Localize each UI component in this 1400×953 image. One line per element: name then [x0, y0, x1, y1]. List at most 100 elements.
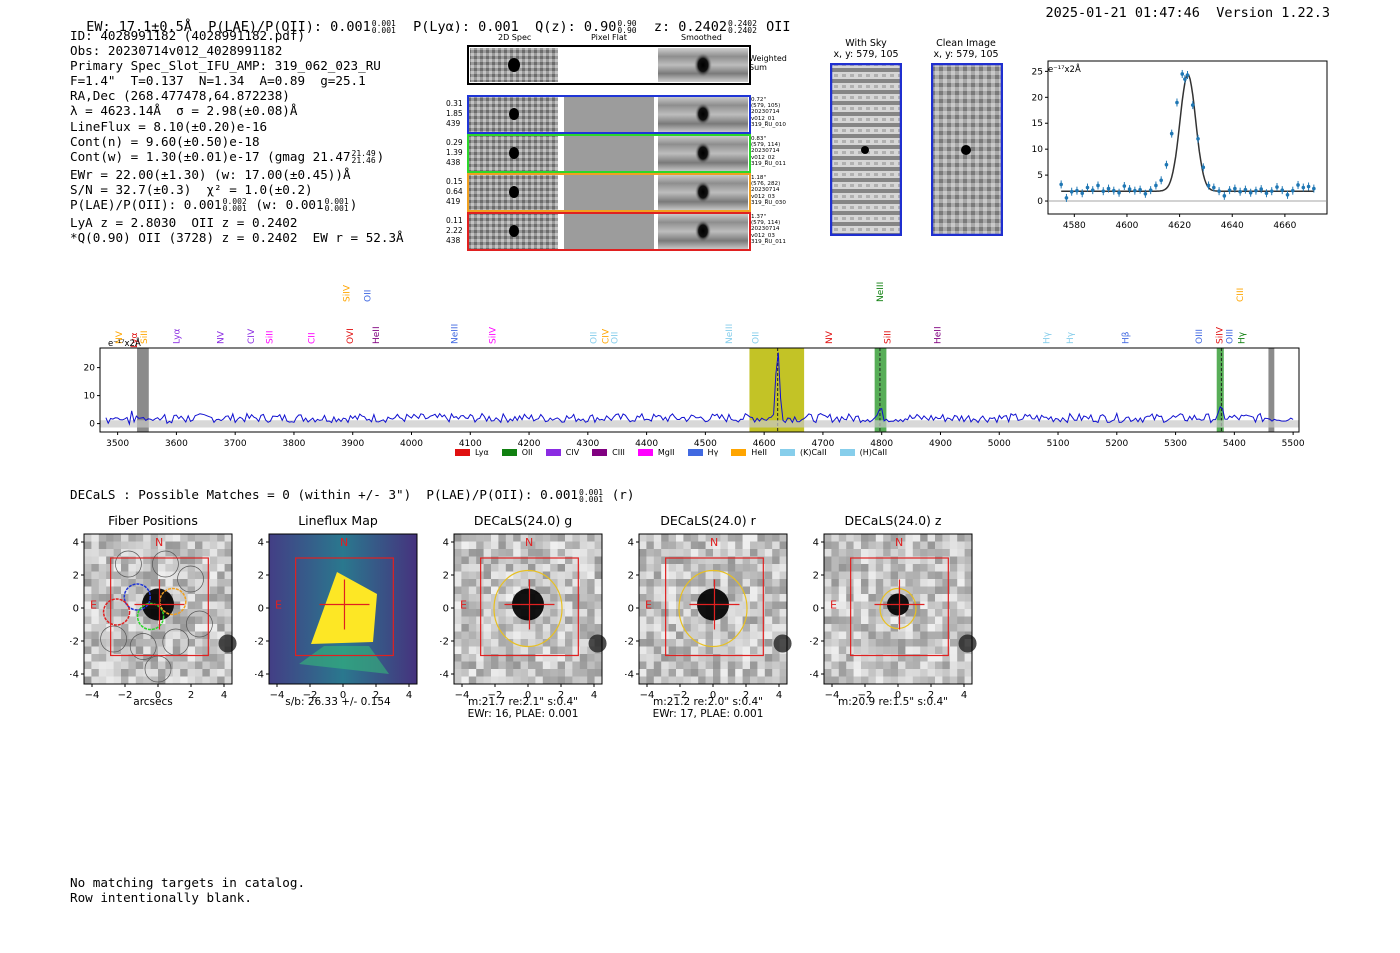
spectrum-line-label-17: NeIII [725, 324, 735, 344]
panel-0-xtick-4: 4 [221, 690, 227, 701]
panel-3-ytick-2: 0 [628, 604, 634, 615]
clean-image-source [961, 145, 971, 155]
spectrum-line-label-4: NV [217, 330, 227, 344]
header-summary: EW: 17.1±0.5Å P(LAE)/P(OII): 0.0010.001 0… [70, 3, 790, 35]
row-1-meta: 0.83" (579, 114) 20230714 v012_02 319_RU_011 [751, 136, 786, 167]
zoom-chart-frame [1047, 60, 1328, 215]
header-qz-frac: 0.90 0.90 [617, 20, 636, 35]
spectrum-band-3 [137, 348, 149, 432]
zoom-ytick-3: 15 [1032, 119, 1043, 129]
legend-swatch-6 [731, 449, 747, 456]
info-q: *Q(0.90) OII (3728) z = 0.2402 EW r = 52… [70, 230, 404, 246]
spectrum-band-4 [1268, 348, 1275, 432]
spectrum-xtick-6: 4100 [459, 439, 482, 449]
panel-2-xtick-1: −2 [488, 690, 503, 701]
row-0-stat-1: 1.85 [446, 109, 463, 118]
row-2-stat-0: 0.15 [446, 177, 463, 186]
panel-0-foot-0: arcsecs [133, 696, 173, 708]
row-0-meta-2: 20230714 [751, 109, 780, 116]
zoom-chart: 0 5 10 15 20 25 4580 4600 4620 4640 4660 e⁻¹⁷x2Å [1032, 60, 1328, 231]
zoom-point-27 [1196, 136, 1200, 141]
row-0-meta-4: 319_RU_010 [751, 121, 786, 128]
legend-item-6: HeII [731, 448, 767, 457]
panel-3-aperture [678, 569, 748, 648]
zoom-point-31 [1217, 189, 1221, 193]
cutout-grid [467, 45, 751, 251]
row-1-meta-0: 0.83" [751, 136, 767, 142]
panel-3-title: DECaLS(24.0) r [660, 513, 756, 528]
footer-line-1: No matching targets in catalog. [70, 875, 306, 890]
spectrum-frame [99, 347, 1300, 433]
row-1-stats: 0.29 1.39 438 [446, 138, 463, 168]
zoom-point-12 [1122, 184, 1127, 188]
zoom-point-41 [1269, 189, 1274, 193]
panel-2-ytick-4: −4 [440, 670, 449, 681]
zoom-point-45 [1290, 188, 1295, 193]
panel-2-foot-0: m:21.7 re:2.1" s:0.4" [468, 696, 578, 708]
spectrum-ytick-2: 20 [84, 364, 96, 374]
spectrum-ytick-0: 0 [89, 420, 95, 430]
spectrum-line [105, 352, 1294, 427]
spectrum-line-label-1: SiII [140, 330, 150, 344]
row-2-smoothed-source [695, 181, 711, 203]
row-2-stat-2: 419 [446, 197, 461, 206]
panel-4-ytick-0: 4 [813, 538, 819, 549]
legend-label-5: Hγ [707, 448, 719, 457]
footer-notes: No matching targets in catalog. Row inte… [70, 875, 306, 905]
zoom-point-7 [1096, 183, 1100, 188]
zoom-point-6 [1090, 188, 1095, 192]
panel-2-aperture [493, 569, 563, 648]
decals-summary: DECaLS : Possible Matches = 0 (within +/… [70, 487, 634, 503]
row-3-stats: 0.11 2.22 438 [446, 216, 463, 246]
row-0-2dspec-source [509, 108, 519, 120]
spectrum-xtick-5: 4000 [400, 439, 423, 449]
panel-4-xtick-0: −4 [825, 690, 840, 701]
zoom-point-32 [1222, 194, 1227, 198]
line-legend: Lyα OII CIV CIII MgII Hγ HeII (K)CaII (H)CaII [455, 448, 900, 457]
legend-item-7: (K)CaII [779, 448, 827, 457]
row-3-meta-3: v012_03 [751, 232, 775, 239]
panel-2-ytick-1: 2 [443, 571, 449, 582]
zoom-point-40 [1264, 191, 1269, 196]
legend-label-3: CIII [612, 448, 625, 457]
panel-2-image: N E 4 2 0 −2 −4 −4 −2 0 2 4 [440, 533, 607, 701]
row-0-meta: 0.72" (579, 105) 20230714 v012_01 319_RU_010 [751, 97, 786, 128]
spectrum-line-label-3: Lyα [172, 328, 182, 344]
header-z-frac: 0.2402 0.2402 [728, 20, 757, 35]
spectrum-band-1 [874, 348, 887, 432]
row-3-2dspec-source [509, 225, 519, 237]
panel-3-xtick-2: 0 [710, 690, 716, 701]
zoom-point-19 [1159, 178, 1163, 183]
plae-hi: 0.001 [371, 19, 396, 28]
zoom-point-49 [1312, 186, 1316, 191]
spectrum-line-label-28: OIII [1226, 329, 1236, 344]
spectrum-xtick-8: 4300 [576, 439, 599, 449]
legend-label-6: HeII [751, 448, 767, 457]
with-sky-title-block: With Sky x, y: 579, 105 [830, 38, 902, 60]
zoom-point-14 [1133, 188, 1137, 193]
spectrum-line-label-12: NeIII [450, 324, 460, 344]
panel-1-footer: s/b: 26.33 +/- 0.154 [253, 696, 423, 708]
panel-0-xtick-2: 0 [155, 690, 161, 701]
decals-end: (r) [611, 487, 635, 502]
spectrum-chart: 0 10 20 3500 3600 3700 3800 3900 4000 4100 4200 430… [84, 282, 1305, 449]
row-2-stats: 0.15 0.64 419 [446, 177, 463, 207]
zoom-point-21 [1169, 131, 1174, 136]
col-title-2dspec: 2D Spec [498, 33, 532, 42]
zoom-point-43 [1280, 188, 1285, 192]
col-title-smoothed: Smoothed [681, 33, 722, 42]
row-2-meta-4: 319_RU_030 [751, 199, 786, 206]
panel-4-ytick-3: −2 [810, 637, 819, 648]
zoom-point-8 [1101, 189, 1106, 193]
contw-text: Cont(w) = 1.30(±0.01)e-17 (gmag 21.47 [70, 148, 351, 164]
spectrum-line-label-6: SiII [265, 330, 275, 344]
zoom-point-39 [1259, 187, 1263, 191]
legend-swatch-7 [779, 449, 795, 456]
spectrum-xtick-11: 4600 [753, 439, 776, 449]
panel-1-xtick-3: 2 [373, 690, 379, 701]
zoom-point-29 [1206, 183, 1211, 188]
header-plya: P(Lyα): 0.001 [413, 19, 519, 35]
zoom-point-25 [1185, 73, 1190, 77]
legend-swatch-3 [592, 449, 608, 456]
spectrum-line-label-9: OII [363, 290, 373, 302]
